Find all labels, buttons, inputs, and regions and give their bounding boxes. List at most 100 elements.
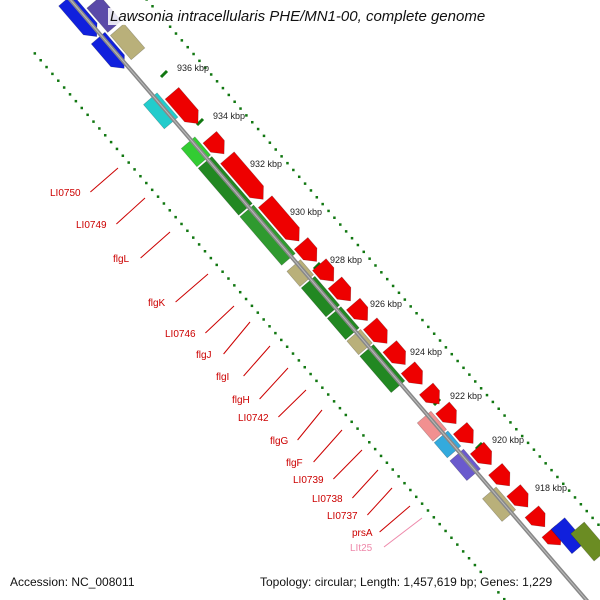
tick-dot [532, 448, 536, 451]
tick-dot [556, 475, 559, 479]
inner-dot [309, 372, 312, 376]
inner-dot [338, 406, 342, 410]
inner-dot [192, 236, 195, 239]
gene-label: LI0746 [165, 329, 196, 340]
tick-mark [312, 261, 322, 271]
gene-label: LIt25 [350, 543, 373, 554]
tick-dot [198, 59, 201, 63]
tick-dotted-line [145, 0, 600, 526]
inner-dot [315, 379, 318, 383]
tick-dot [362, 250, 366, 254]
tick-dot [432, 332, 436, 335]
tick-mark [474, 441, 484, 451]
inner-dot [426, 509, 430, 512]
inner-dot [233, 284, 236, 287]
gene-feature [327, 276, 352, 302]
gene-feature [418, 382, 440, 405]
inner-dot [121, 154, 125, 157]
tick-dot [427, 325, 430, 329]
gene-leader-line [223, 321, 251, 355]
gene-leader-line [205, 305, 235, 334]
inner-dot [379, 454, 383, 458]
gene-leader-line [140, 231, 171, 259]
gene-feature [300, 275, 341, 318]
tick-mark [195, 117, 205, 127]
inner-dot [274, 331, 277, 335]
inner-dot [162, 202, 166, 205]
inner-dot [332, 400, 336, 403]
tick-dot [468, 373, 471, 376]
gene-feature [482, 486, 517, 522]
inner-dot [86, 113, 89, 117]
tick-dot [251, 120, 254, 124]
tick-dot [368, 257, 371, 260]
tick-dot [145, 0, 148, 1]
gene-label: flgL [113, 254, 130, 265]
tick-dot [515, 427, 518, 431]
tick-dot [485, 393, 489, 397]
gene-label: LI0749 [76, 220, 107, 231]
tick-dot [409, 305, 412, 308]
tick-dot [174, 32, 178, 35]
gene-feature [362, 317, 388, 344]
tick-label: 934 kbp [213, 111, 245, 121]
tick-dot [479, 387, 483, 390]
inner-dot [321, 386, 324, 389]
inner-dot [92, 120, 95, 123]
tick-dot [573, 496, 577, 499]
inner-dot [51, 72, 54, 76]
tick-dot [385, 277, 389, 281]
inner-dot [145, 181, 148, 185]
inner-dot [197, 243, 201, 246]
gene-leader-line [313, 429, 343, 463]
tick-label: 926 kbp [370, 299, 402, 309]
inner-dot [180, 222, 183, 226]
inner-dot [414, 495, 418, 499]
inner-dot [303, 365, 306, 369]
gene-feature [202, 130, 225, 155]
tick-dot [350, 236, 354, 240]
tick-labels: 936 kbp 934 kbp 932 kbp 930 kbp 928 kbp 926 k… [177, 63, 567, 493]
tick-dot [309, 189, 313, 192]
inner-dot [497, 591, 500, 594]
tick-dot [421, 318, 424, 322]
inner-dot [227, 277, 230, 280]
inner-dot [503, 597, 506, 600]
tick-label: 932 kbp [250, 159, 282, 169]
inner-dot [479, 570, 483, 574]
tick-dot [591, 516, 594, 520]
gene-feature [570, 521, 600, 562]
inner-dot [467, 556, 471, 560]
genome-summary-text: Topology: circular; Length: 1,457,619 bp… [258, 575, 555, 589]
tick-label: 930 kbp [290, 207, 322, 217]
inner-dot [326, 393, 330, 396]
inner-dot [221, 270, 224, 273]
accession-text: Accession: NC_008011 [8, 575, 137, 589]
inner-dot [373, 447, 377, 451]
tick-dot [333, 216, 336, 219]
gene-feature [345, 297, 369, 322]
inner-dot [473, 563, 477, 567]
inner-dot [344, 413, 348, 417]
inner-dot [62, 86, 66, 89]
tick-dot [544, 462, 547, 465]
tick-dot [280, 155, 283, 158]
tick-dot [456, 359, 459, 363]
gene-leader-line [333, 449, 363, 480]
gene-feature [488, 462, 511, 487]
inner-dot [397, 475, 400, 478]
gene-label: LI0738 [312, 494, 343, 505]
inner-dot [39, 58, 42, 62]
tick-dot [444, 346, 448, 349]
gene-feature [452, 422, 474, 444]
gene-leader-line [90, 167, 119, 193]
tick-dot [256, 127, 260, 131]
gene-feature [109, 23, 146, 61]
gene-leader-line [243, 345, 271, 377]
tick-dot [315, 196, 319, 199]
inner-dot [432, 516, 436, 519]
gene-feature [524, 505, 546, 528]
tick-dot [227, 93, 231, 97]
